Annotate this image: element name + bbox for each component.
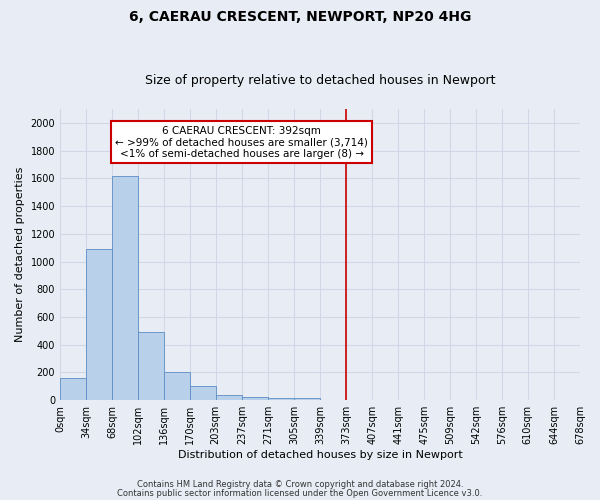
Text: 6, CAERAU CRESCENT, NEWPORT, NP20 4HG: 6, CAERAU CRESCENT, NEWPORT, NP20 4HG	[129, 10, 471, 24]
Bar	[216, 394, 242, 400]
Text: Contains public sector information licensed under the Open Government Licence v3: Contains public sector information licen…	[118, 488, 482, 498]
Title: Size of property relative to detached houses in Newport: Size of property relative to detached ho…	[145, 74, 495, 87]
Text: 6 CAERAU CRESCENT: 392sqm
← >99% of detached houses are smaller (3,714)
<1% of s: 6 CAERAU CRESCENT: 392sqm ← >99% of deta…	[115, 126, 368, 159]
Bar	[164, 372, 190, 400]
Text: Contains HM Land Registry data © Crown copyright and database right 2024.: Contains HM Land Registry data © Crown c…	[137, 480, 463, 489]
Bar	[60, 378, 86, 400]
X-axis label: Distribution of detached houses by size in Newport: Distribution of detached houses by size …	[178, 450, 463, 460]
Bar	[268, 398, 294, 400]
Bar	[112, 176, 138, 400]
Bar	[86, 249, 112, 400]
Bar	[138, 332, 164, 400]
Bar	[242, 396, 268, 400]
Y-axis label: Number of detached properties: Number of detached properties	[15, 167, 25, 342]
Bar	[294, 398, 320, 400]
Bar	[190, 386, 216, 400]
